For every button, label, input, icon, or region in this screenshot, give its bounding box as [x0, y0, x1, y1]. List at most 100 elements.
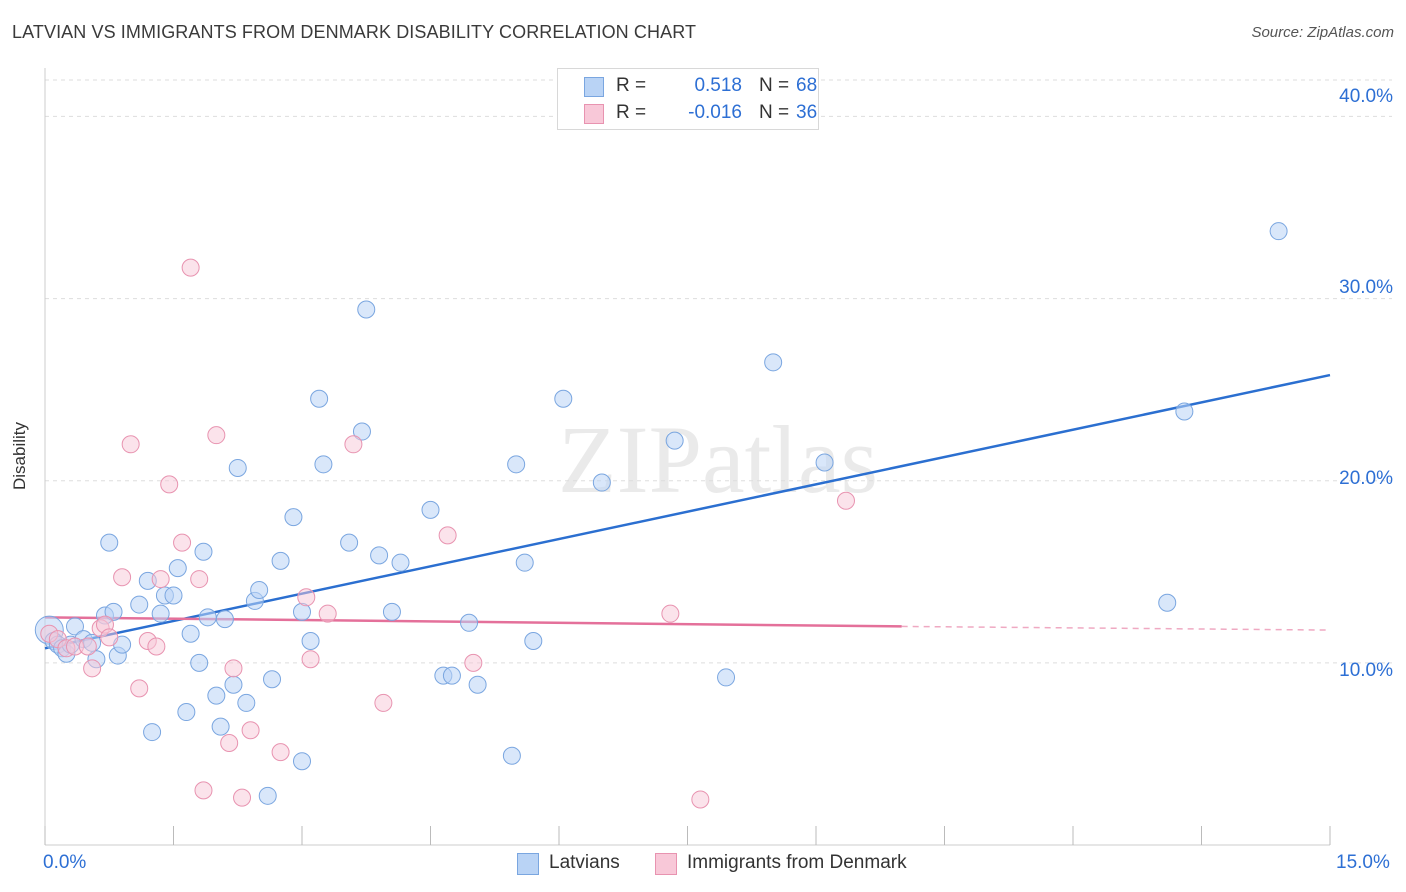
y-tick-label: 20.0%	[1339, 468, 1393, 489]
latvians-point	[250, 581, 269, 599]
n-label: N =	[759, 75, 790, 96]
latvians-point	[1269, 222, 1288, 241]
denmark-point	[344, 435, 363, 454]
latvians-point	[237, 693, 256, 712]
y-tick-label: 30.0%	[1339, 277, 1393, 298]
denmark-point	[233, 788, 252, 807]
latvians-point	[228, 458, 247, 477]
latvians-point	[815, 453, 834, 472]
latvians-point	[293, 752, 311, 771]
latvians-point	[284, 508, 303, 527]
denmark-trend-extension	[901, 625, 1331, 631]
denmark-point	[836, 491, 855, 510]
latvians-point	[104, 602, 123, 621]
latvians-point	[263, 670, 282, 689]
r-value: -0.016	[688, 102, 742, 123]
latvians-point	[1175, 402, 1194, 421]
denmark-point	[661, 604, 680, 623]
denmark-point	[241, 721, 260, 740]
latvians-point	[211, 717, 230, 736]
latvians-point	[468, 675, 487, 694]
r-value: 0.518	[694, 75, 742, 96]
denmark-point	[224, 659, 243, 678]
y-tick-label: 40.0%	[1339, 86, 1393, 107]
latvians-point	[502, 746, 521, 765]
latvians-point	[100, 533, 119, 552]
latvians-point	[151, 604, 170, 623]
latvians-point	[271, 551, 290, 570]
latvians-point	[665, 431, 684, 450]
latvians-point	[515, 553, 534, 572]
latvians-point	[143, 723, 162, 742]
latvians-point	[164, 586, 183, 605]
legend-label: Immigrants from Denmark	[687, 852, 907, 873]
latvians-point	[198, 608, 217, 627]
x-tick-label: 15.0%	[1336, 852, 1390, 873]
latvians-point	[194, 542, 213, 561]
latvians-point	[177, 703, 196, 722]
latvians-swatch	[517, 853, 539, 875]
latvians-point	[340, 533, 359, 552]
correlation-legend: R = 0.518 N = 68 R = -0.016 N = 36	[557, 68, 819, 130]
denmark-swatch	[584, 104, 604, 124]
latvians-point	[301, 632, 320, 650]
latvians-point	[554, 389, 573, 408]
latvians-point	[207, 686, 226, 705]
n-value: 36	[796, 102, 818, 123]
y-axis-label: Disability	[10, 421, 30, 491]
latvians-point	[314, 455, 333, 474]
denmark-point	[271, 743, 290, 762]
y-tick-label: 10.0%	[1339, 660, 1393, 681]
denmark-point	[318, 604, 337, 623]
denmark-point	[691, 790, 710, 809]
denmark-point	[160, 475, 179, 494]
denmark-point	[297, 588, 316, 607]
latvians-swatch	[584, 77, 604, 97]
latvians-point	[382, 602, 401, 621]
denmark-point	[151, 570, 170, 589]
x-tick-label: 0.0%	[43, 852, 87, 873]
n-label: N =	[759, 102, 790, 123]
latvians-point	[224, 675, 243, 694]
denmark-point	[100, 628, 119, 647]
chart-title: LATVIAN VS IMMIGRANTS FROM DENMARK DISAB…	[12, 22, 697, 42]
latvians-point	[717, 668, 736, 687]
latvians-point	[524, 632, 543, 650]
denmark-point	[121, 435, 140, 454]
denmark-point	[464, 653, 483, 672]
source-label: Source: ZipAtlas.com	[1251, 24, 1394, 41]
n-value: 68	[796, 75, 818, 96]
latvians-point	[391, 553, 410, 572]
latvians-point	[764, 353, 783, 372]
denmark-point	[194, 781, 213, 800]
denmark-point	[301, 650, 320, 669]
denmark-point	[220, 734, 239, 752]
latvians-point	[357, 300, 376, 319]
latvians-point	[190, 653, 209, 672]
latvians-point	[592, 473, 611, 492]
latvians-point	[258, 786, 277, 805]
latvians-point	[421, 500, 440, 519]
denmark-point	[438, 526, 457, 545]
denmark-point	[130, 679, 149, 698]
latvians-point	[507, 455, 526, 474]
denmark-point	[173, 533, 192, 552]
denmark-swatch	[655, 853, 677, 875]
r-label: R =	[616, 102, 647, 123]
denmark-point	[83, 659, 102, 678]
latvians-point	[1158, 593, 1177, 612]
latvians-point	[215, 610, 234, 629]
latvians-point	[370, 546, 389, 565]
latvians-point	[460, 613, 479, 632]
denmark-point	[374, 693, 393, 712]
latvians-point	[181, 624, 200, 643]
latvians-point	[130, 595, 149, 614]
r-label: R =	[616, 75, 647, 96]
denmark-point	[190, 570, 209, 589]
latvians-point	[442, 666, 461, 685]
legend-label: Latvians	[549, 852, 620, 873]
latvians-point	[168, 559, 187, 578]
latvians-point	[352, 422, 371, 441]
denmark-point	[207, 426, 226, 445]
